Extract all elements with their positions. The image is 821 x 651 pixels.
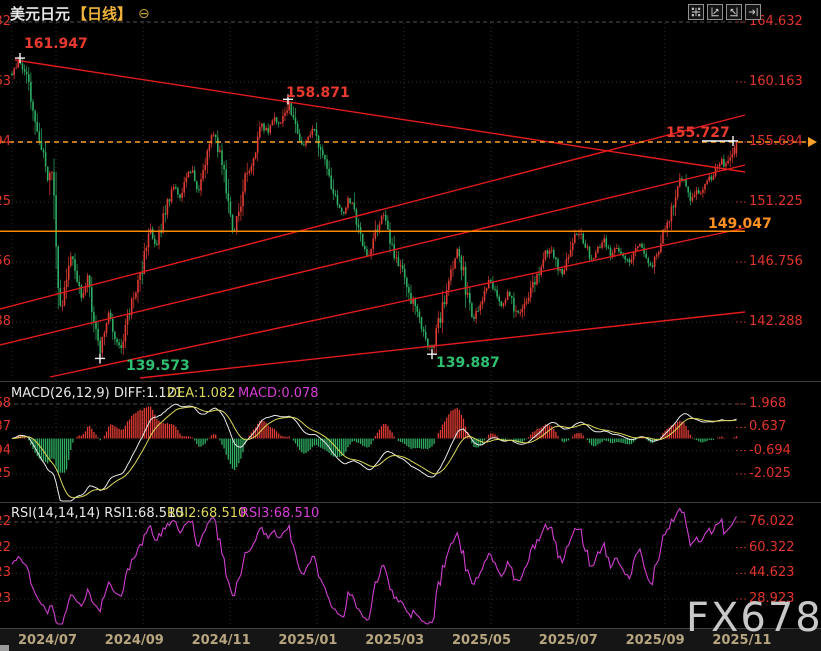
axis-label: 142.288 bbox=[0, 313, 11, 329]
rsi-panel bbox=[11, 507, 737, 625]
watermark: FX678 bbox=[686, 595, 821, 641]
axis-label: 160.163 bbox=[0, 74, 11, 89]
grid bbox=[0, 21, 821, 626]
axis-label: 1.968 bbox=[749, 396, 787, 411]
axis-label: 164.632 bbox=[0, 14, 11, 29]
axis-label: 146.756 bbox=[749, 254, 803, 269]
axis-label: 44.623 bbox=[0, 565, 11, 581]
y-axis-scale-icon bbox=[711, 7, 719, 17]
macd-panel bbox=[11, 403, 738, 502]
move-tool-button[interactable] bbox=[688, 4, 704, 20]
annotation-139.573: 139.573 bbox=[126, 358, 190, 374]
rsi-line bbox=[11, 507, 737, 625]
x-axis-label: 2025/01 bbox=[278, 633, 338, 648]
axis-label: 28.923 bbox=[749, 591, 795, 606]
axis-label: 60.322 bbox=[749, 539, 795, 555]
axis-label: 0.637 bbox=[749, 419, 787, 435]
x-axis-label: 2024/11 bbox=[191, 633, 251, 648]
axis-label: 151.225 bbox=[749, 194, 803, 209]
annotation-155.727: 155.727 bbox=[666, 125, 730, 141]
toolbar bbox=[688, 4, 761, 20]
macd-diff-line bbox=[11, 403, 737, 502]
annotation-158.871: 158.871 bbox=[286, 85, 350, 101]
candles bbox=[11, 58, 738, 359]
macd-header-macd: MACD:0.078 bbox=[238, 386, 319, 401]
axis-label: 76.022 bbox=[749, 514, 795, 529]
axis-label: 1.968 bbox=[0, 396, 11, 411]
axis-label: 146.756 bbox=[0, 254, 11, 269]
rsi-header-main: RSI(14,14,14) RSI1:68.510 bbox=[11, 506, 184, 521]
rsi-header-rsi2: RSI2:68.510 bbox=[167, 506, 247, 521]
macd-header-dea: DEA:1.082 bbox=[167, 386, 236, 401]
macd-dea-line bbox=[11, 406, 737, 499]
axis-label: -0.694 bbox=[749, 442, 791, 458]
key-point-cross bbox=[728, 136, 738, 147]
axis-label: -0.694 bbox=[0, 442, 11, 458]
axis-label: 155.694 bbox=[0, 134, 11, 149]
x-axis-scale-button[interactable] bbox=[726, 4, 742, 20]
axis-label: 0.637 bbox=[0, 419, 11, 435]
key-point-cross bbox=[15, 53, 25, 64]
rsi-header-rsi3: RSI3:68.510 bbox=[240, 506, 320, 521]
annotation-149.047: 149.047 bbox=[708, 216, 772, 232]
scrollbar-nub[interactable] bbox=[0, 645, 9, 651]
x-axis-label: 2024/07 bbox=[18, 633, 78, 648]
pan-right-button[interactable] bbox=[745, 4, 761, 20]
key-point-markers bbox=[15, 53, 738, 364]
x-axis: 2024/07 2024/09 2024/11 2025/01 2025/03 2025/… bbox=[0, 628, 821, 651]
annotation-161.947: 161.947 bbox=[24, 36, 88, 52]
axis-label: 160.163 bbox=[749, 74, 803, 89]
macd-header-main: MACD(26,12,9) DIFF:1.121 bbox=[11, 386, 184, 401]
pan-right-icon bbox=[748, 7, 758, 17]
trendlines bbox=[0, 59, 746, 379]
x-axis-label: 2025/03 bbox=[365, 633, 425, 648]
axis-label: 142.288 bbox=[749, 313, 803, 329]
period-tag: 【日线】 bbox=[72, 5, 133, 23]
x-axis-label: 2025/07 bbox=[538, 633, 598, 648]
axis-label: 164.632 bbox=[749, 14, 803, 29]
x-axis-label: 2025/11 bbox=[712, 633, 772, 648]
x-axis-label: 2024/09 bbox=[104, 633, 164, 648]
axis-label: 76.022 bbox=[0, 514, 11, 529]
x-axis-scale-icon bbox=[730, 7, 738, 17]
axis-label: -2.025 bbox=[749, 465, 791, 481]
x-axis-label: 2025/09 bbox=[625, 633, 685, 648]
move-tool-icon bbox=[691, 7, 701, 17]
annotation-139.887: 139.887 bbox=[436, 355, 500, 371]
page-title: 美元日元 bbox=[10, 5, 71, 23]
current-price-arrow bbox=[808, 137, 817, 148]
axis-label: 28.923 bbox=[0, 591, 11, 606]
collapse-icon[interactable]: ⊖ bbox=[138, 5, 150, 22]
titlebar: 美元日元 【日线】 ⊖ bbox=[10, 3, 150, 24]
key-point-cross bbox=[283, 94, 293, 105]
axis-label: -2.025 bbox=[0, 465, 11, 481]
y-axis-scale-button[interactable] bbox=[707, 4, 723, 20]
axis-label: 151.225 bbox=[0, 194, 11, 209]
axis-label: 155.694 bbox=[749, 134, 803, 149]
key-point-cross bbox=[95, 353, 105, 364]
axis-label: 44.623 bbox=[749, 565, 795, 581]
key-point-cross bbox=[427, 349, 437, 360]
x-axis-label: 2025/05 bbox=[452, 633, 512, 648]
axis-label: 60.322 bbox=[0, 539, 11, 555]
